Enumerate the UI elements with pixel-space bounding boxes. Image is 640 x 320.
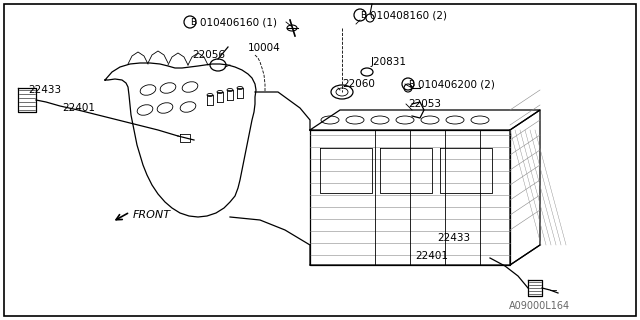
Text: 22053: 22053 <box>408 99 441 109</box>
Text: 22060: 22060 <box>342 79 375 89</box>
Text: B: B <box>408 79 414 89</box>
Text: FRONT: FRONT <box>133 210 171 220</box>
Text: 22401: 22401 <box>62 103 95 113</box>
Text: 010406200 (2): 010406200 (2) <box>418 79 495 89</box>
Text: 22433: 22433 <box>437 233 470 243</box>
Text: J20831: J20831 <box>371 57 407 67</box>
Text: B: B <box>190 18 196 27</box>
Text: 22056: 22056 <box>192 50 225 60</box>
Text: 22433: 22433 <box>28 85 61 95</box>
Text: 010408160 (2): 010408160 (2) <box>370 10 447 20</box>
Text: B: B <box>360 11 366 20</box>
Text: A09000L164: A09000L164 <box>509 301 570 311</box>
Text: 010406160 (1): 010406160 (1) <box>200 17 277 27</box>
Text: 22401: 22401 <box>415 251 448 261</box>
Text: 10004: 10004 <box>248 43 281 53</box>
